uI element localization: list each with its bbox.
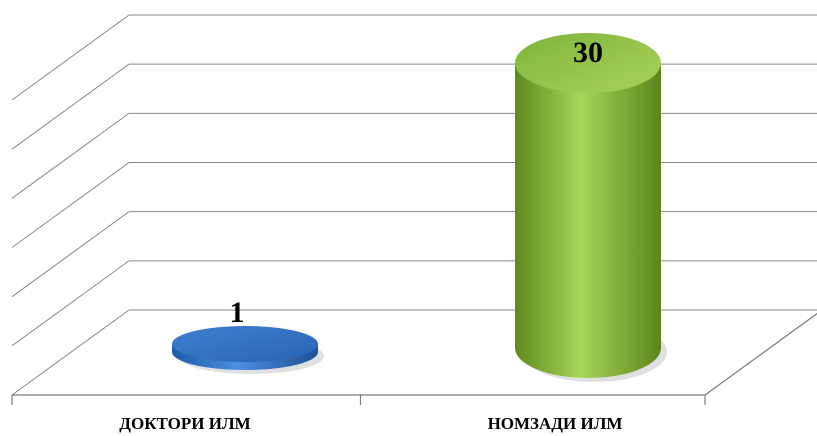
grid-line-diagonal xyxy=(11,14,130,101)
x-tick-label-nomzadi-ilm: НОМЗАДИ ИЛМ xyxy=(488,414,623,433)
grid-line-diagonal xyxy=(11,162,130,248)
grid-line-diagonal xyxy=(11,211,130,298)
x-tick-label-doktori-ilm: ДОКТОРИ ИЛМ xyxy=(119,414,250,433)
bar-top xyxy=(515,33,661,93)
grid-line-diagonal xyxy=(11,112,130,199)
grid-line-diagonal xyxy=(11,63,130,150)
floor-outline xyxy=(12,312,817,396)
bar-body xyxy=(515,63,661,378)
data-label-doktori-ilm: 1 xyxy=(230,296,245,329)
grid-line-diagonal xyxy=(11,309,130,396)
bar-doktori-ilm xyxy=(172,326,324,374)
axes xyxy=(11,312,817,405)
bar-top xyxy=(172,326,318,362)
grid-lines xyxy=(11,14,817,396)
data-label-nomzadi-ilm: 30 xyxy=(573,36,603,69)
bar-nomzadi-ilm xyxy=(515,33,667,382)
grid-line-diagonal xyxy=(11,260,130,347)
